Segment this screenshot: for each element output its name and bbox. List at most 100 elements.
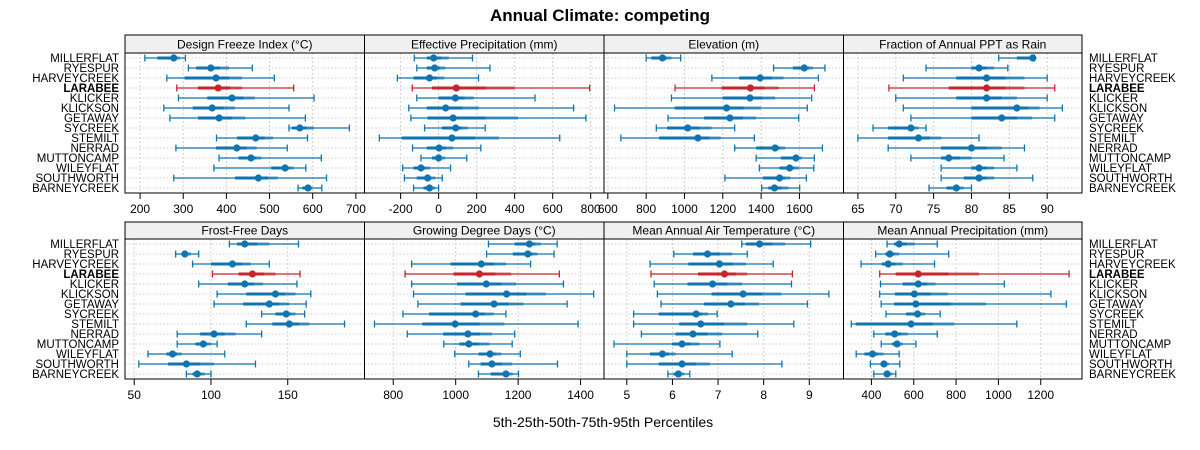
series-millerflat (886, 240, 938, 248)
series-southworth (468, 360, 559, 368)
median-point (212, 74, 220, 82)
category-label-left-southworth: SOUTHWORTH (36, 173, 119, 185)
category-label-left-wileyflat: WILEYFLAT (56, 163, 119, 175)
median-point (914, 270, 922, 278)
median-point (214, 84, 222, 92)
series-wileyflat (626, 350, 733, 358)
panel-border (603, 52, 844, 194)
median-point (248, 270, 257, 278)
series-barneycreek (761, 184, 801, 192)
category-label-left-klicker: KLICKER (70, 279, 119, 291)
median-point (451, 94, 459, 102)
median-point (207, 64, 215, 72)
category-label-left-millerflat: MILLERFLAT (50, 53, 119, 65)
x-tick-label: 1200 (1027, 388, 1054, 402)
median-point (914, 280, 922, 288)
category-label-right-millerflat: MILLERFLAT (1089, 239, 1158, 251)
category-label-right-barneycreek: BARNEYCREEK (1089, 183, 1176, 195)
series-stemilt (857, 134, 980, 142)
category-label-right-ryespur: RYESPUR (1089, 63, 1144, 75)
median-point (472, 310, 480, 318)
median-point (271, 290, 280, 298)
series-millerflat (413, 54, 474, 62)
median-point (490, 300, 498, 308)
median-point (775, 174, 784, 182)
median-point (430, 54, 438, 62)
median-point (770, 184, 779, 192)
x-tick-label: 600 (598, 202, 618, 216)
series-sycreek (402, 310, 507, 318)
median-point (464, 330, 472, 338)
series-larabee (888, 84, 1056, 92)
median-point (983, 94, 991, 102)
series-getaway (910, 114, 1056, 122)
series-southworth (626, 360, 783, 368)
series-sycreek (885, 310, 941, 318)
x-tick-label: 6 (669, 388, 676, 402)
median-point (502, 290, 511, 298)
series-larabee (176, 84, 295, 92)
series-getaway (417, 300, 568, 308)
category-label-left-stemilt: STEMILT (71, 319, 119, 331)
median-point (967, 144, 976, 152)
median-point (674, 370, 682, 378)
series-stemilt (215, 134, 309, 142)
x-tick-label: 150 (278, 388, 298, 402)
category-label-right-southworth: SOUTHWORTH (1089, 359, 1172, 371)
median-point (1029, 54, 1037, 62)
panel-title: Elevation (m) (688, 38, 759, 52)
median-point (296, 124, 304, 132)
median-point (800, 64, 808, 72)
series-ryespur (772, 64, 826, 72)
series-wileyflat (758, 164, 815, 172)
median-point (884, 260, 892, 268)
series-klicker (879, 280, 1005, 288)
x-tick-label: 1400 (567, 388, 594, 402)
category-label-right-klickson: KLICKSON (1089, 289, 1147, 301)
series-getaway (667, 114, 800, 122)
series-nerrad (411, 144, 482, 152)
median-point (424, 174, 432, 182)
median-point (755, 240, 764, 248)
series-klicker (670, 94, 813, 102)
category-label-right-larabee: LARABEE (1089, 83, 1145, 95)
panel-title: Growing Degree Days (°C) (413, 224, 556, 238)
category-label-left-nerrad: NERRAD (70, 329, 119, 341)
x-tick-label: 400 (216, 202, 236, 216)
median-point (228, 94, 236, 102)
x-tick-label: 800 (946, 388, 966, 402)
median-point (524, 250, 532, 258)
median-point (488, 360, 496, 368)
x-tick-label: 75 (927, 202, 941, 216)
category-label-left-wileyflat: WILEYFLAT (56, 349, 119, 361)
series-klickson (408, 104, 575, 112)
x-tick-label: 400 (861, 388, 881, 402)
category-label-left-muttoncamp: MUTTONCAMP (37, 153, 120, 165)
median-point (726, 114, 734, 122)
x-tick-label: 50 (128, 388, 142, 402)
median-point (684, 124, 692, 132)
category-label-left-ryespur: RYESPUR (64, 63, 119, 75)
category-label-right-barneycreek: BARNEYCREEK (1089, 369, 1176, 381)
median-point (739, 290, 747, 298)
series-klickson (163, 104, 290, 112)
median-point (792, 154, 800, 162)
category-label-right-getaway: GETAWAY (1089, 113, 1144, 125)
series-harveycreek (711, 74, 820, 82)
category-label-left-nerrad: NERRAD (70, 143, 119, 155)
category-label-left-getaway: GETAWAY (64, 299, 119, 311)
median-point (708, 280, 717, 288)
series-sycreek (872, 124, 927, 132)
series-klickson (879, 290, 1052, 298)
category-label-right-wileyflat: WILEYFLAT (1089, 163, 1152, 175)
median-point (425, 184, 434, 192)
series-stemilt (633, 320, 795, 328)
median-point (182, 360, 191, 368)
panel-title: Design Freeze Index (°C) (177, 38, 313, 52)
series-harveycreek (396, 74, 480, 82)
series-southworth (173, 174, 328, 182)
series-ryespur (925, 64, 1009, 72)
x-tick-label: 500 (260, 202, 280, 216)
category-label-left-klickson: KLICKSON (61, 103, 119, 115)
series-klickson (613, 104, 808, 112)
